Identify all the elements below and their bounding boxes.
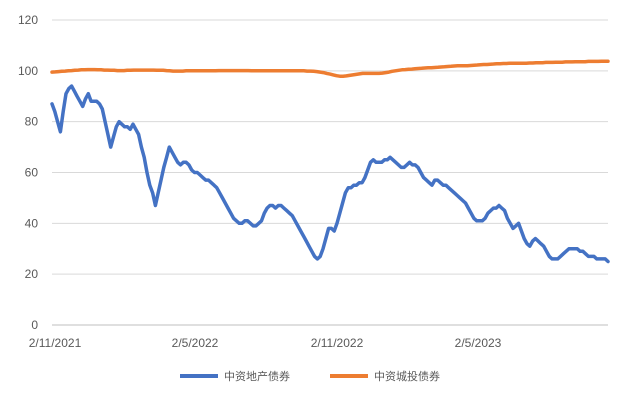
y-tick-label: 100: [18, 64, 38, 78]
y-tick-label: 60: [25, 166, 39, 180]
x-tick-label: 2/5/2022: [172, 336, 219, 350]
legend-label-series-1: 中资地产债券: [224, 369, 290, 383]
x-tick-label: 2/11/2022: [311, 336, 364, 350]
series-line-2: [50, 59, 610, 78]
x-tick-label: 2/5/2023: [455, 336, 502, 350]
y-tick-label: 0: [31, 318, 38, 332]
legend: 中资地产债券 中资城投债券: [180, 369, 440, 383]
series-line-1: [50, 84, 610, 264]
legend-label-series-2: 中资城投债券: [374, 369, 440, 383]
y-tick-label: 20: [25, 267, 39, 281]
y-tick-label: 40: [25, 216, 39, 230]
series-lines: [50, 59, 610, 264]
y-tick-label: 80: [25, 115, 39, 129]
x-axis-tick-labels: 2/11/2021 2/5/2022 2/11/2022 2/5/2023: [29, 336, 502, 350]
x-tick-label: 2/11/2021: [29, 336, 82, 350]
y-tick-label: 120: [18, 13, 38, 27]
y-axis-tick-labels: 0 20 40 60 80 100 120: [18, 13, 38, 332]
